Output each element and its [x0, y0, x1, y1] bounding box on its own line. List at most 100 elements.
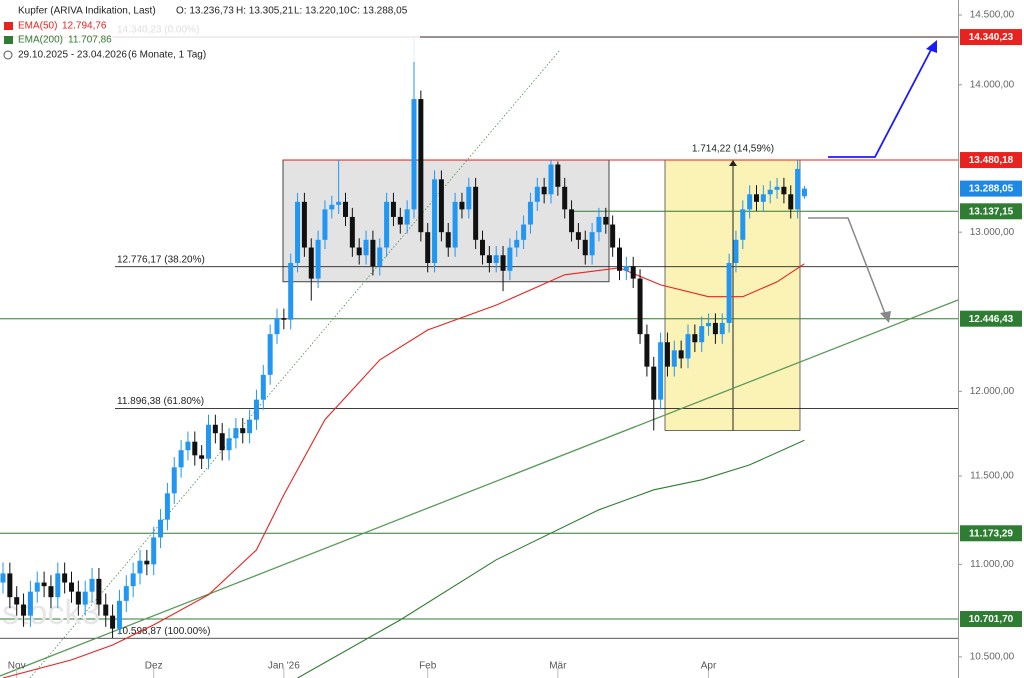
- candle-body: [527, 201, 533, 225]
- candle-body: [438, 179, 444, 233]
- candle-body: [171, 467, 177, 494]
- candle-body: [774, 186, 780, 190]
- x-tick-label: Dez: [145, 661, 163, 672]
- price-label-bg: [960, 203, 1022, 220]
- x-tick-label: Feb: [419, 661, 437, 672]
- candle-body: [343, 201, 348, 217]
- y-tick-label: 10.500,00: [970, 652, 1015, 663]
- candle-body: [411, 99, 417, 210]
- candle-body: [55, 573, 61, 598]
- candle-body: [315, 239, 321, 279]
- fib-label: 10.598,87 (100.00%): [117, 626, 210, 637]
- candle-body: [356, 247, 362, 256]
- candle-body: [34, 582, 40, 592]
- candle-body: [466, 186, 472, 210]
- candle-body: [432, 179, 438, 264]
- candle-body: [96, 578, 102, 605]
- ohlc: L: 13.220,10: [294, 6, 350, 17]
- candle-body: [760, 194, 766, 202]
- candle-body: [569, 209, 575, 233]
- consolidation-box: [282, 159, 610, 283]
- candle-body: [788, 194, 794, 210]
- candle-body: [575, 232, 581, 240]
- candle-body: [397, 216, 403, 225]
- fib-label: 11.896,38 (61.80%): [117, 396, 204, 407]
- header: Kupfer (ARIVA Indikation, Last) O: 13.23…: [0, 0, 420, 62]
- candle-body: [158, 519, 164, 538]
- candle-body: [253, 399, 259, 420]
- candle-body: [178, 450, 184, 468]
- candle-body: [747, 194, 753, 210]
- y-tick-label: 14.000,00: [970, 79, 1015, 90]
- candle-body: [514, 239, 520, 248]
- candle-body: [541, 186, 547, 195]
- candle-body: [548, 164, 554, 195]
- fib-label: 12.776,17 (38.20%): [117, 254, 205, 265]
- candle-body: [480, 239, 485, 256]
- candle-body: [82, 591, 88, 605]
- price-label-bg: [960, 152, 1022, 169]
- plot: 14.500,00 14.000,00 13.000,00 12.000,00 11.5…: [0, 10, 1022, 678]
- candle-body: [726, 263, 732, 323]
- candle-body: [0, 573, 6, 583]
- candle-body: [630, 266, 636, 279]
- candle-body: [445, 232, 451, 248]
- y-tick-label: 11.000,00: [970, 559, 1014, 570]
- arrowhead: [926, 40, 937, 53]
- candle-body: [678, 350, 684, 359]
- candle-body: [685, 334, 691, 359]
- price-label: 14.340,23: [969, 32, 1014, 43]
- candle-body: [658, 342, 664, 400]
- candle-body: [363, 239, 369, 256]
- range-label: 1.714,22 (14,59%): [692, 144, 774, 155]
- candle-body: [384, 201, 390, 248]
- candle-body: [48, 586, 54, 598]
- candle-body: [596, 216, 602, 233]
- overlays: 1.714,22 (14,59%): [0, 36, 958, 639]
- candle-body: [123, 586, 129, 601]
- candle-body: [69, 582, 74, 592]
- candle-body: [274, 318, 280, 335]
- candle-body: [706, 322, 712, 327]
- period: (6 Monate, 1 Tag): [128, 50, 206, 61]
- candle-body: [14, 597, 20, 605]
- price-label-bg: [960, 310, 1022, 327]
- candle-body: [62, 573, 68, 583]
- date-range: 29.10.2025 - 23.04.2026: [18, 50, 127, 61]
- candle-body: [555, 164, 561, 187]
- x-tick-label: Jan '26: [268, 661, 300, 672]
- candle-body: [349, 216, 355, 248]
- candle-body: [247, 419, 253, 434]
- candle-body: [21, 604, 27, 616]
- candle-body: [301, 201, 307, 248]
- legend-swatch: [4, 22, 13, 30]
- ema-line: [2, 263, 805, 678]
- y-tick-label: 13.000,00: [970, 227, 1015, 238]
- candle-body: [199, 455, 205, 459]
- candle-body: [644, 334, 650, 367]
- candle-body: [425, 232, 431, 264]
- candle-body: [281, 318, 287, 320]
- candle-body: [692, 334, 698, 343]
- arrowhead: [880, 311, 891, 323]
- candle-body: [664, 342, 670, 367]
- price-label: 13.480,18: [969, 155, 1014, 166]
- candle-body: [151, 537, 157, 565]
- candle-body: [130, 573, 136, 587]
- candle-body: [308, 247, 314, 279]
- candle-body: [89, 578, 95, 592]
- candle-body: [795, 168, 801, 210]
- candle-body: [336, 201, 342, 205]
- candle-body: [164, 493, 170, 520]
- legend-value: 12.794,76: [62, 21, 107, 32]
- candle-body: [486, 255, 492, 264]
- candle-body: [754, 194, 759, 202]
- candle-body: [206, 424, 211, 459]
- candle-body: [322, 209, 328, 240]
- candle-body: [103, 604, 109, 616]
- y-tick-label: 14.500,00: [970, 10, 1015, 21]
- legend-name: EMA(50): [18, 21, 57, 32]
- candle-body: [651, 366, 657, 400]
- arrow-down: [808, 217, 887, 317]
